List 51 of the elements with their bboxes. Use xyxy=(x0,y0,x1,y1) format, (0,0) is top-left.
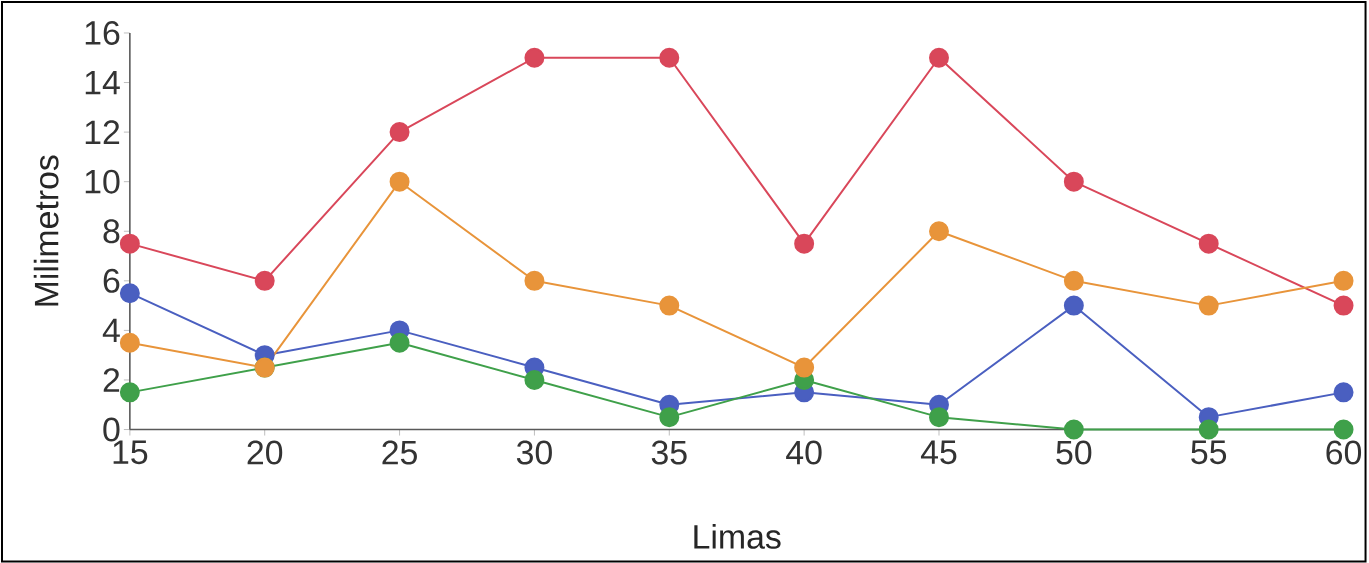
point xyxy=(1063,419,1084,440)
point xyxy=(389,121,410,142)
x-tick-label: 45 xyxy=(920,440,957,464)
x-tick-label: 15 xyxy=(113,440,148,464)
point xyxy=(659,47,680,68)
y-axis-title: Milimetros xyxy=(33,155,59,306)
y-tick-label: 6 xyxy=(103,268,120,293)
point xyxy=(1063,171,1084,192)
point xyxy=(119,332,140,353)
point xyxy=(1333,382,1354,403)
point xyxy=(659,295,680,316)
x-tick-label: 35 xyxy=(651,440,687,465)
x-tick-label: 25 xyxy=(382,440,417,465)
point xyxy=(524,270,545,291)
x-tick-label: 50 xyxy=(1056,440,1092,465)
y-tick-label: 4 xyxy=(102,318,120,342)
point xyxy=(119,382,140,403)
point xyxy=(1333,270,1354,291)
point xyxy=(389,171,410,192)
x-tick-label: 40 xyxy=(786,440,822,465)
y-tick-label: 8 xyxy=(103,219,120,244)
point xyxy=(1333,419,1354,440)
x-axis-title: Limas xyxy=(694,523,781,549)
y-tick-label: 10 xyxy=(85,169,120,194)
y-tick-label: 0 xyxy=(103,417,120,442)
point xyxy=(1333,295,1354,316)
point xyxy=(929,406,949,427)
point xyxy=(1198,233,1219,254)
y-tick-label: 16 xyxy=(85,20,120,45)
point xyxy=(1063,270,1084,291)
point xyxy=(389,332,410,353)
point xyxy=(1063,295,1084,316)
point xyxy=(929,47,949,68)
point xyxy=(524,47,545,68)
point xyxy=(119,233,140,254)
x-tick-label: 30 xyxy=(516,440,552,465)
point xyxy=(1198,295,1219,316)
y-tick-label: 12 xyxy=(85,120,120,144)
point xyxy=(1198,419,1219,440)
x-tick-label: 55 xyxy=(1191,440,1227,464)
point xyxy=(119,283,140,304)
point xyxy=(929,221,949,242)
point xyxy=(794,357,815,378)
x-tick-label: 60 xyxy=(1326,440,1362,465)
point xyxy=(659,406,680,427)
x-tick-label: 20 xyxy=(247,440,283,465)
point xyxy=(254,270,275,291)
point xyxy=(794,233,815,254)
y-tick-label: 2 xyxy=(103,367,120,392)
point xyxy=(524,369,545,390)
y-tick-label: 14 xyxy=(85,70,120,94)
